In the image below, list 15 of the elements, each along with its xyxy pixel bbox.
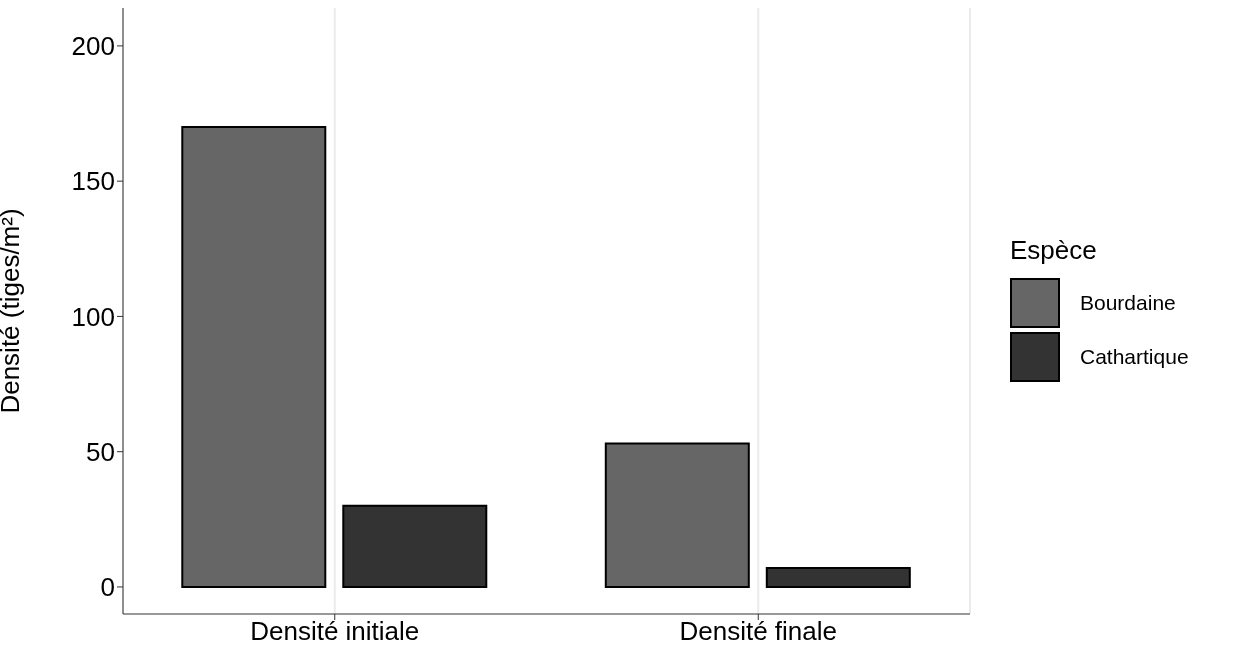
y-tick-label: 50: [86, 436, 115, 467]
x-tick-label: Densité initiale: [250, 616, 420, 647]
legend-label: Bourdaine: [1080, 291, 1176, 315]
y-tick-label: 100: [71, 301, 115, 332]
legend-title: Espèce: [1010, 235, 1098, 266]
y-tick-label: 200: [71, 31, 115, 62]
legend-label: Cathartique: [1080, 345, 1189, 369]
bar: [342, 504, 488, 588]
y-tick-label: 0: [100, 572, 115, 603]
x-tick-label: Densité finale: [679, 616, 838, 647]
bar: [765, 567, 911, 588]
y-tick-label: 150: [71, 166, 115, 197]
bar: [181, 126, 327, 588]
y-axis-title: Densité (tiges/m²): [0, 208, 26, 414]
bar: [604, 442, 750, 588]
